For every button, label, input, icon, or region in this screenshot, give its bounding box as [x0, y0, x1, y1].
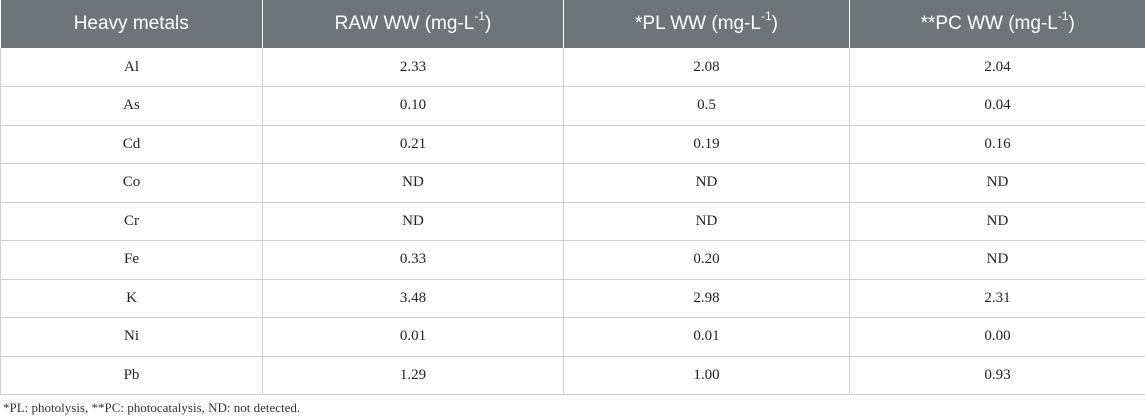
table-row: Ni 0.01 0.01 0.00: [0, 317, 1145, 357]
cell-raw-ww: 0.10: [262, 86, 564, 126]
cell-pl-ww: 0.5: [563, 86, 850, 126]
cell-raw-ww: 0.21: [262, 125, 564, 164]
cell-pl-ww: ND: [563, 202, 850, 241]
header-heavy-metals: Heavy metals: [1, 0, 263, 48]
header-close-paren: ): [771, 13, 778, 34]
table-row: Cd 0.21 0.19 0.16: [0, 125, 1145, 164]
cell-pl-ww: 0.01: [563, 317, 850, 357]
cell-metal: Ni: [0, 317, 263, 357]
cell-pc-ww: ND: [849, 163, 1145, 203]
header-row: Heavy metals RAW WW (mg-L-1) *PL WW (mg-…: [0, 0, 1145, 48]
table-header: Heavy metals RAW WW (mg-L-1) *PL WW (mg-…: [0, 0, 1145, 48]
cell-raw-ww: 0.01: [262, 317, 564, 357]
header-superscript: -1: [1057, 8, 1069, 23]
cell-metal: Fe: [0, 240, 263, 280]
cell-pl-ww: 2.08: [563, 48, 850, 87]
cell-pc-ww: 0.16: [849, 125, 1145, 164]
table-footnote: *PL: photolysis, **PC: photocatalysis, N…: [3, 400, 301, 415]
table-row: K 3.48 2.98 2.31: [0, 279, 1145, 318]
table-row: Cr ND ND ND: [0, 202, 1145, 241]
header-label: RAW WW (mg-L: [334, 13, 475, 34]
cell-pc-ww: 2.31: [849, 279, 1145, 318]
cell-raw-ww: 0.33: [262, 240, 564, 280]
cell-pl-ww: 1.00: [563, 356, 850, 395]
table-body: Al 2.33 2.08 2.04 As 0.10 0.5 0.04 Cd 0.…: [0, 48, 1145, 395]
header-label: **PC WW (mg-L: [920, 13, 1058, 34]
header-pc-ww: **PC WW (mg-L-1): [849, 0, 1145, 48]
cell-pl-ww: 0.19: [563, 125, 850, 164]
table-row: Co ND ND ND: [0, 163, 1145, 203]
cell-pc-ww: ND: [849, 202, 1145, 241]
table-row: Al 2.33 2.08 2.04: [0, 48, 1145, 87]
table-row: Fe 0.33 0.20 ND: [0, 240, 1145, 280]
cell-metal: Cr: [0, 202, 263, 241]
cell-metal: Co: [0, 163, 263, 203]
cell-pc-ww: 2.04: [849, 48, 1145, 87]
cell-metal: Pb: [0, 356, 263, 395]
cell-raw-ww: 1.29: [262, 356, 564, 395]
cell-raw-ww: 2.33: [262, 48, 564, 87]
cell-metal: Al: [0, 48, 263, 87]
cell-metal: Cd: [0, 125, 263, 164]
heavy-metals-table-container: Heavy metals RAW WW (mg-L-1) *PL WW (mg-…: [0, 0, 1145, 395]
header-close-paren: ): [485, 13, 492, 34]
header-raw-ww: RAW WW (mg-L-1): [262, 0, 564, 48]
cell-pl-ww: 0.20: [563, 240, 850, 280]
cell-pl-ww: ND: [563, 163, 850, 203]
cell-raw-ww: ND: [262, 202, 564, 241]
cell-pc-ww: 0.04: [849, 86, 1145, 126]
header-label: *PL WW (mg-L: [635, 13, 761, 34]
header-pl-ww: *PL WW (mg-L-1): [563, 0, 850, 48]
cell-pc-ww: ND: [849, 240, 1145, 280]
cell-raw-ww: ND: [262, 163, 564, 203]
heavy-metals-table: Heavy metals RAW WW (mg-L-1) *PL WW (mg-…: [0, 0, 1145, 395]
cell-metal: As: [0, 86, 263, 126]
header-superscript: -1: [474, 8, 485, 23]
cell-raw-ww: 3.48: [262, 279, 564, 318]
cell-pc-ww: 0.93: [849, 356, 1145, 395]
header-close-paren: ): [1068, 13, 1075, 34]
cell-pl-ww: 2.98: [563, 279, 850, 318]
header-superscript: -1: [760, 8, 772, 23]
cell-metal: K: [0, 279, 263, 318]
header-label: Heavy metals: [73, 13, 189, 34]
table-row: As 0.10 0.5 0.04: [0, 86, 1145, 126]
table-row: Pb 1.29 1.00 0.93: [0, 356, 1145, 395]
cell-pc-ww: 0.00: [849, 317, 1145, 357]
